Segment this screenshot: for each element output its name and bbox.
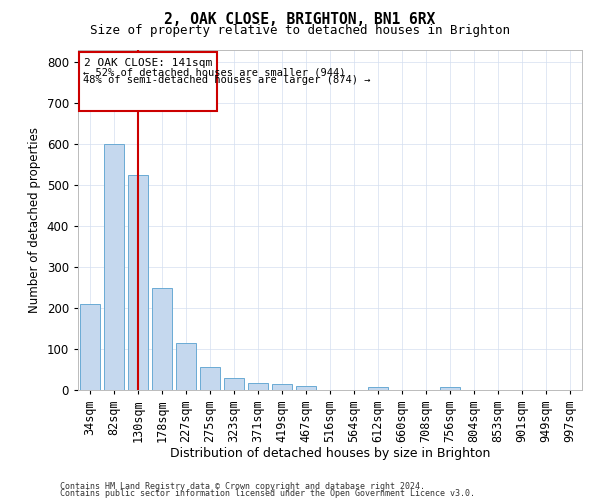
Bar [368,386,388,390]
Bar [80,304,100,390]
Text: ← 52% of detached houses are smaller (944): ← 52% of detached houses are smaller (94… [83,68,346,78]
Bar [440,386,460,390]
Text: 2 OAK CLOSE: 141sqm: 2 OAK CLOSE: 141sqm [84,58,212,68]
Text: Contains public sector information licensed under the Open Government Licence v3: Contains public sector information licen… [60,489,475,498]
Bar [152,288,172,390]
X-axis label: Distribution of detached houses by size in Brighton: Distribution of detached houses by size … [170,448,490,460]
Text: Size of property relative to detached houses in Brighton: Size of property relative to detached ho… [90,24,510,37]
Bar [176,343,196,390]
Bar [248,382,268,390]
Bar [272,384,292,390]
FancyBboxPatch shape [79,52,217,112]
Text: Contains HM Land Registry data © Crown copyright and database right 2024.: Contains HM Land Registry data © Crown c… [60,482,425,491]
Bar [128,175,148,390]
Text: 48% of semi-detached houses are larger (874) →: 48% of semi-detached houses are larger (… [83,76,370,86]
Bar [224,378,244,390]
Bar [296,386,316,390]
Text: 2, OAK CLOSE, BRIGHTON, BN1 6RX: 2, OAK CLOSE, BRIGHTON, BN1 6RX [164,12,436,28]
Y-axis label: Number of detached properties: Number of detached properties [28,127,41,313]
Bar [104,144,124,390]
Bar [200,368,220,390]
